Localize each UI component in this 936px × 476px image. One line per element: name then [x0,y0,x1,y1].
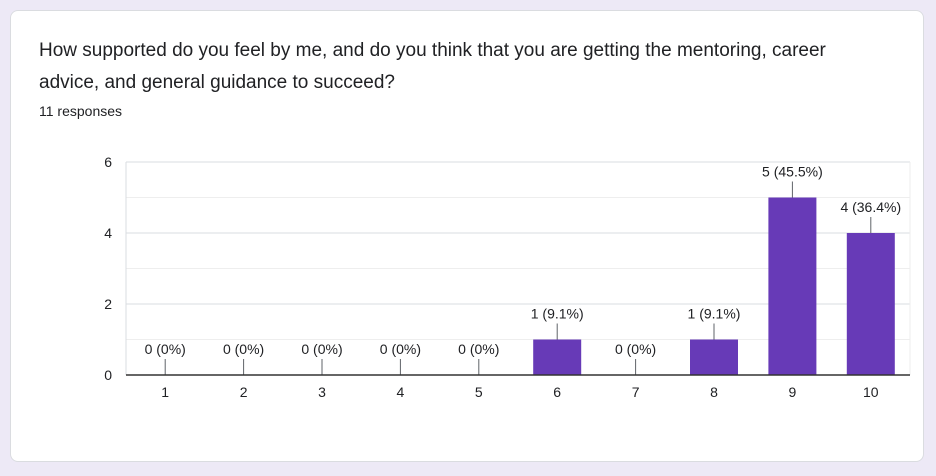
data-label: 0 (0%) [145,341,186,357]
bar [768,197,817,375]
x-tick-label: 3 [318,384,326,400]
data-label: 0 (0%) [223,341,264,357]
x-tick-label: 4 [397,384,405,400]
x-tick-label: 1 [161,384,169,400]
data-label: 4 (36.4%) [840,199,901,215]
y-tick-label: 2 [104,296,112,312]
bar [846,233,895,375]
x-tick-label: 2 [240,384,248,400]
data-label: 1 (9.1%) [688,306,741,322]
x-tick-label: 10 [863,384,879,400]
question-title: How supported do you feel by me, and do … [39,40,826,93]
bar [690,339,738,375]
y-tick-label: 4 [104,225,112,241]
y-tick-label: 0 [104,367,112,383]
x-tick-label: 9 [789,384,797,400]
data-label: 0 (0%) [380,341,421,357]
x-tick-label: 7 [632,384,640,400]
x-tick-label: 5 [475,384,483,400]
data-label: 0 (0%) [458,341,499,357]
data-label: 5 (45.5%) [762,164,823,180]
y-tick-label: 6 [104,154,112,170]
x-tick-label: 8 [710,384,718,400]
data-label: 0 (0%) [301,341,342,357]
bar [533,339,582,375]
data-label: 0 (0%) [615,341,656,357]
x-tick-label: 6 [553,384,561,400]
response-count: 11 responses [39,103,123,119]
data-label: 1 (9.1%) [531,306,584,322]
